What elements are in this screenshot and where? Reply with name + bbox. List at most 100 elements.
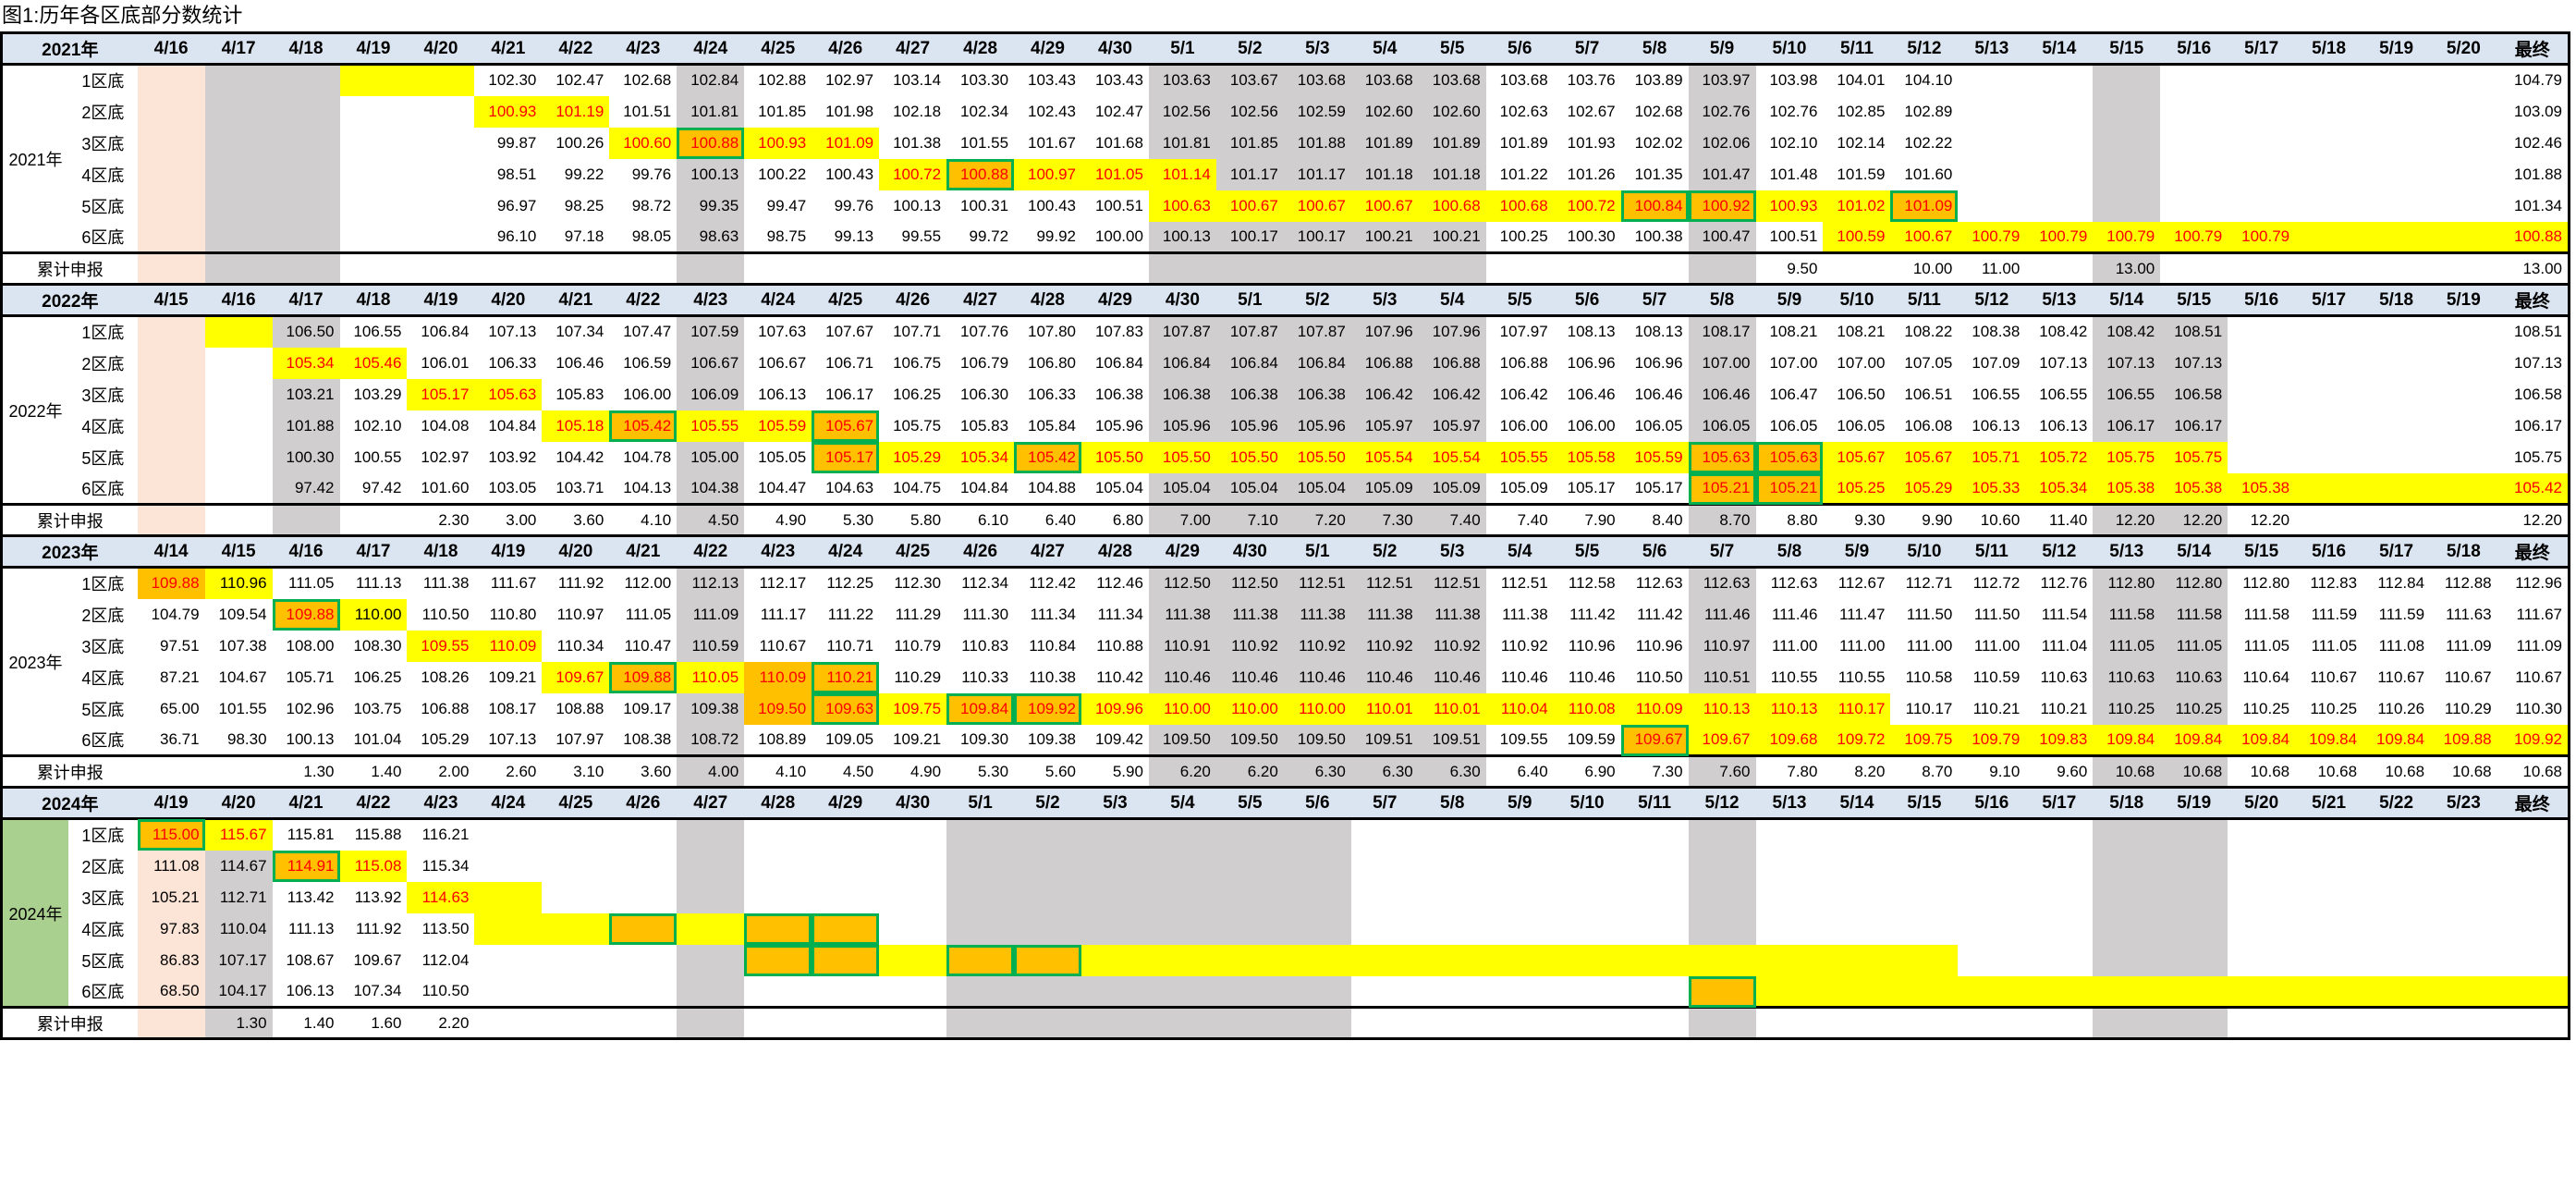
date-header: 4/30 <box>1080 31 1149 66</box>
score-cell: 97.42 <box>272 472 340 505</box>
score-cell: 100.63 <box>1148 190 1216 222</box>
score-cell <box>474 851 542 882</box>
date-header: 5/10 <box>1823 283 1891 317</box>
date-header: 4/29 <box>1014 31 1081 66</box>
score-cell: 112.51 <box>1350 567 1419 599</box>
score-cell <box>1755 975 1824 1008</box>
year-label: 2022年 <box>0 283 138 317</box>
score-cell: 111.42 <box>1569 605 1616 623</box>
summary-cell: 4.50 <box>812 754 880 788</box>
score-cell <box>339 64 408 96</box>
date-header: 5/12 <box>1890 31 1959 66</box>
date-header: 5/18 <box>2430 534 2497 569</box>
score-cell <box>677 881 745 913</box>
row-label: 5区底 <box>81 448 125 468</box>
score-cell <box>2430 410 2497 442</box>
score-cell: 100.72 <box>879 158 947 190</box>
score-cell: 101.35 <box>1634 165 1683 183</box>
score-cell: 99.13 <box>834 227 874 245</box>
score-cell: 102.06 <box>1688 127 1756 159</box>
score-cell: 109.75 <box>879 692 947 725</box>
summary-cell: 10.68 <box>2093 754 2161 788</box>
summary-cell <box>1823 1006 1891 1040</box>
score-cell: 106.96 <box>1567 353 1616 372</box>
score-cell <box>407 64 475 96</box>
summary-cell: 5.80 <box>879 503 947 536</box>
score-cell: 100.31 <box>960 196 1009 214</box>
summary-cell: 9.10 <box>1958 754 2026 788</box>
date-header: 5/19 <box>2362 31 2431 66</box>
score-cell: 100.84 <box>1620 190 1689 222</box>
score-cell: 36.71 <box>160 729 200 748</box>
score-cell <box>1148 944 1216 976</box>
score-cell: 109.67 <box>542 661 610 693</box>
score-cell: 101.09 <box>1890 190 1959 222</box>
score-cell: 104.08 <box>421 416 470 435</box>
score-cell <box>677 850 745 882</box>
score-cell: 111.34 <box>1030 605 1076 623</box>
summary-cell: 10.68 <box>2228 754 2296 788</box>
score-cell: 107.13 <box>2160 347 2228 379</box>
score-cell: 101.48 <box>1769 165 1818 183</box>
summary-cell: 9.50 <box>1755 251 1824 285</box>
summary-cell <box>609 1006 678 1040</box>
table-row: 6区底 97.42 97.42 101.60 103.05 103.71 104.13 104… <box>2 472 2570 505</box>
score-cell <box>1756 882 1824 913</box>
score-cell: 110.55 <box>1837 667 1886 686</box>
score-cell: 100.43 <box>1027 196 1076 214</box>
date-header: 5/14 <box>1823 786 1891 820</box>
score-cell: 106.67 <box>758 353 807 372</box>
score-cell <box>1351 819 1419 851</box>
score-cell <box>407 159 474 190</box>
score-cell <box>1554 851 1621 882</box>
year-header-row: 2021年 4/16 4/17 4/18 4/19 4/20 4/21 4/22 4/23 4/2… <box>0 31 2570 66</box>
date-header: 5/18 <box>2093 786 2161 820</box>
score-cell: 106.55 <box>353 323 402 341</box>
table-row: 6区底 96.10 97.18 98.05 98.63 98.75 99.13 99.55 99… <box>2 221 2570 253</box>
date-header: 4/15 <box>204 534 273 569</box>
score-cell: 108.21 <box>1837 323 1886 341</box>
score-cell <box>137 95 205 128</box>
score-cell <box>2430 472 2497 505</box>
date-header: 5/14 <box>2160 534 2228 569</box>
score-cell: 110.67 <box>2497 661 2570 693</box>
summary-cell: 8.70 <box>1890 754 1959 788</box>
score-cell: 112.30 <box>894 574 942 593</box>
date-header: 5/9 <box>1485 786 1554 820</box>
score-cell: 115.34 <box>421 856 470 875</box>
score-cell: 107.97 <box>1499 323 1548 341</box>
row-label: 3区底 <box>81 637 125 656</box>
score-cell: 103.67 <box>1215 64 1284 96</box>
score-cell: 106.13 <box>286 981 335 999</box>
score-cell: 105.50 <box>1283 441 1351 473</box>
score-cell <box>2025 128 2093 159</box>
date-header: 5/17 <box>2025 786 2094 820</box>
score-cell: 106.46 <box>555 353 604 372</box>
score-cell <box>2362 819 2430 851</box>
date-header: 4/19 <box>339 31 408 66</box>
date-header: 4/21 <box>474 31 543 66</box>
score-cell: 111.17 <box>760 605 807 623</box>
score-cell <box>812 819 879 851</box>
score-cell <box>1554 882 1621 913</box>
row-label: 1区底 <box>81 72 125 92</box>
date-header: 5/4 <box>1485 534 1554 569</box>
score-cell: 111.05 <box>2243 636 2290 655</box>
score-cell: 111.59 <box>2311 605 2358 623</box>
score-cell: 110.30 <box>2497 692 2570 725</box>
score-cell: 106.00 <box>623 385 672 403</box>
summary-cell <box>1283 1006 1351 1040</box>
score-cell: 100.68 <box>1418 190 1486 222</box>
summary-cell <box>946 1006 1015 1040</box>
summary-cell: 10.60 <box>1958 503 2026 536</box>
score-cell <box>272 127 340 159</box>
summary-cell: 3.60 <box>542 503 610 536</box>
score-cell <box>2160 818 2228 851</box>
score-cell: 105.33 <box>1958 472 2026 505</box>
score-cell: 105.38 <box>2093 472 2161 505</box>
score-cell: 110.42 <box>1096 667 1143 686</box>
score-cell: 110.50 <box>1635 667 1683 686</box>
score-cell: 99.22 <box>564 165 604 183</box>
score-cell <box>2093 944 2161 976</box>
score-cell <box>272 190 340 222</box>
